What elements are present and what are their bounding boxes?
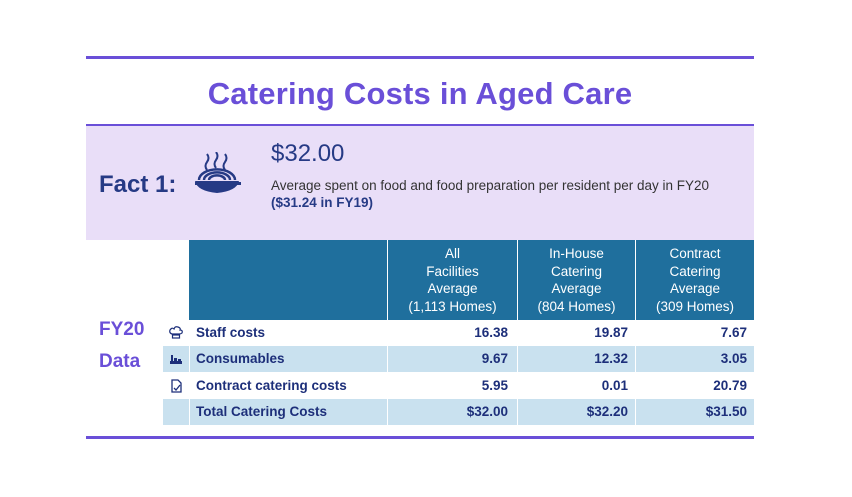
row-label-contract-catering: Contract catering costs <box>196 378 347 393</box>
fact-label: Fact 1: <box>99 171 177 198</box>
title-divider <box>86 124 754 127</box>
header-line: (804 Homes) <box>537 298 616 314</box>
cell-value: 16.38 <box>474 325 508 340</box>
table-row <box>163 320 754 346</box>
fact-fy19-highlight: ($31.24 in FY19) <box>271 195 374 210</box>
contract-icon <box>163 373 189 399</box>
cell-value: 3.05 <box>720 351 747 366</box>
header-line: Facilities <box>426 263 479 279</box>
fact-description: Average spent on food and food preparati… <box>271 177 741 211</box>
table-row <box>163 346 754 372</box>
cell-value-total: $31.50 <box>705 404 747 419</box>
column-divider <box>635 240 636 426</box>
header-line: Catering <box>669 263 721 279</box>
section-label-year: FY20 <box>99 319 145 340</box>
column-header-contract: Contract Catering Average (309 Homes) <box>636 240 754 320</box>
header-line: Contract <box>669 246 721 261</box>
table-header-blank <box>189 240 387 320</box>
header-line: (309 Homes) <box>655 298 735 314</box>
cell-value-total: $32.00 <box>466 404 508 419</box>
consumables-icon <box>163 346 189 372</box>
header-line: Average <box>551 281 602 296</box>
cell-value-total: $32.20 <box>586 404 628 419</box>
header-line: In-House <box>549 246 604 261</box>
page-title: Catering Costs in Aged Care <box>207 76 633 111</box>
header-line: Average <box>427 281 478 296</box>
cell-value: 5.95 <box>481 378 508 393</box>
column-divider <box>517 240 518 426</box>
column-header-inhouse: In-House Catering Average (804 Homes) <box>518 240 635 320</box>
column-divider <box>387 240 388 426</box>
chef-hat-icon <box>163 320 189 346</box>
table-row <box>163 373 754 399</box>
cell-value: 0.01 <box>601 378 628 393</box>
section-label: FY20 Data <box>99 314 144 378</box>
cell-value: 12.32 <box>594 351 628 366</box>
header-line: Average <box>669 281 721 296</box>
food-bowl-icon <box>193 151 245 201</box>
header-line: All <box>444 246 460 261</box>
table-row <box>163 399 754 425</box>
column-divider <box>189 346 190 426</box>
row-label-consumables: Consumables <box>196 351 285 366</box>
header-line: Catering <box>550 263 603 279</box>
column-header-all: All Facilities Average (1,113 Homes) <box>388 240 517 320</box>
row-label-staff-costs: Staff costs <box>196 325 266 340</box>
cell-value: 7.67 <box>720 325 747 340</box>
top-rule <box>86 56 754 59</box>
section-label-data: Data <box>99 351 141 372</box>
fact-description-text: Average spent on food and food preparati… <box>271 178 710 193</box>
cell-value: 20.79 <box>713 378 747 393</box>
row-label-total: Total Catering Costs <box>196 404 328 419</box>
cell-value: 19.87 <box>594 325 628 340</box>
bottom-rule <box>86 436 754 439</box>
fact-amount: $32.00 <box>271 140 345 167</box>
cell-value: 9.67 <box>481 351 508 366</box>
header-line: (1,113 Homes) <box>408 298 497 314</box>
